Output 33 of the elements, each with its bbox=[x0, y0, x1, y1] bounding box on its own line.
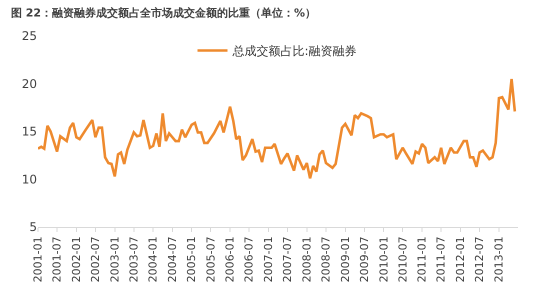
x-tick-label: 2011-07 bbox=[434, 236, 448, 282]
x-tick-label: 2002-01 bbox=[70, 236, 83, 282]
x-tick-label: 2003-01 bbox=[108, 236, 122, 282]
x-tick-label: 2010-01 bbox=[377, 236, 390, 282]
x-tick-label: 2008-01 bbox=[300, 236, 314, 282]
y-tick-label: 5 bbox=[29, 220, 37, 234]
y-tick-label: 10 bbox=[22, 172, 37, 186]
y-tick-label: 20 bbox=[22, 76, 37, 91]
x-tick-label: 2003-07 bbox=[127, 236, 140, 282]
x-tick-label: 2001-01 bbox=[32, 236, 45, 282]
chart-title: 图 22：融资融券成交额占全市场成交金额的比重（单位：%） bbox=[10, 6, 316, 20]
x-tick-label: 2008-07 bbox=[320, 236, 333, 282]
x-tick-label: 2002-07 bbox=[88, 236, 102, 282]
line-series bbox=[38, 78, 516, 180]
legend-label: 总成交额占比:融资融券 bbox=[232, 44, 357, 58]
x-tick-label: 2011-01 bbox=[416, 236, 429, 282]
x-tick-label: 2012-01 bbox=[454, 236, 468, 282]
x-tick-label: 2007-01 bbox=[262, 236, 276, 282]
x-tick-label: 2010-07 bbox=[396, 236, 410, 282]
x-tick-label: 2007-07 bbox=[281, 236, 294, 282]
y-tick-label: 25 bbox=[22, 29, 37, 44]
x-tick-label: 2006-07 bbox=[242, 236, 256, 282]
y-tick-label: 15 bbox=[22, 124, 37, 139]
x-tick-label: 2009-01 bbox=[338, 236, 352, 282]
x-tick-label: 2013-01 bbox=[492, 236, 506, 282]
x-tick-label: 2006-01 bbox=[224, 236, 237, 282]
x-tick-label: 2005-07 bbox=[204, 236, 218, 282]
x-tick-label: 2004-01 bbox=[146, 236, 160, 282]
x-tick-label: 2001-07 bbox=[50, 236, 64, 282]
x-tick-label: 2012-07 bbox=[473, 236, 486, 282]
x-tick-label: 2009-07 bbox=[358, 236, 371, 282]
x-tick-label: 2005-01 bbox=[185, 236, 198, 282]
x-tick-label: 2004-07 bbox=[166, 236, 179, 282]
